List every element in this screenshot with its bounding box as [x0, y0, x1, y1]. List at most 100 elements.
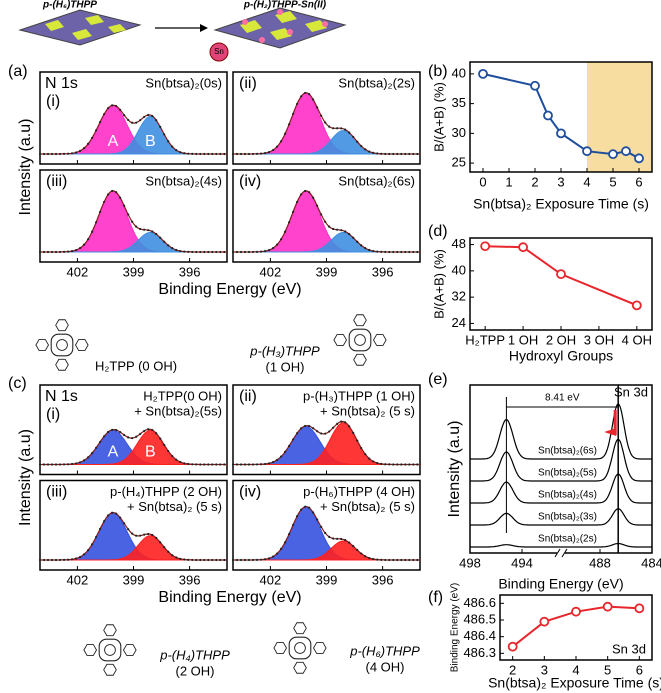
data-dot	[352, 236, 355, 239]
data-dot	[203, 558, 206, 562]
data-dot	[376, 558, 379, 561]
data-dot	[344, 421, 347, 424]
data-dot	[263, 250, 267, 253]
data-dot	[107, 107, 110, 110]
panel-tag: (i)	[46, 406, 60, 423]
data-dot	[247, 463, 251, 466]
edge-label: Sn 3d	[614, 384, 648, 399]
data-dot	[259, 463, 263, 466]
data-dot	[187, 558, 190, 561]
data-dot	[296, 200, 299, 204]
data-dot	[336, 422, 339, 425]
data-dot	[239, 558, 243, 562]
y-tick-label: 40	[452, 65, 466, 80]
data-dot	[388, 152, 391, 156]
data-dot	[167, 550, 170, 553]
tile	[85, 15, 104, 25]
data-dot	[352, 431, 355, 435]
data-dot	[58, 250, 62, 254]
x-tick-label: 399	[316, 572, 338, 587]
data-dot	[408, 250, 411, 254]
peak-fill	[233, 506, 420, 561]
data-dot	[155, 232, 158, 236]
data-dot	[167, 244, 170, 247]
data-dot	[199, 152, 202, 156]
data-dot	[412, 558, 415, 562]
data-dot	[263, 152, 267, 155]
data-dot	[275, 458, 279, 462]
data-dot	[167, 140, 170, 143]
data-point	[543, 110, 553, 121]
data-dot	[380, 558, 383, 561]
data-dot	[416, 463, 419, 466]
data-point	[518, 242, 528, 253]
data-dot	[78, 246, 82, 250]
data-dot	[135, 534, 138, 537]
data-dot	[388, 558, 391, 562]
x-tick-label: 396	[372, 572, 394, 587]
data-dot	[324, 121, 327, 124]
data-dot	[211, 558, 214, 562]
data-dot	[376, 250, 379, 253]
data-dot	[332, 426, 335, 429]
data-dot	[131, 121, 134, 124]
data-point	[634, 153, 644, 164]
data-dot	[42, 250, 46, 254]
data-dot	[86, 549, 90, 552]
data-dot	[66, 463, 70, 466]
phenyl	[74, 339, 89, 351]
data-dot	[304, 505, 307, 508]
data-dot	[235, 152, 239, 156]
data-dot	[111, 428, 114, 431]
before-label: p-(H₆)THPP	[42, 0, 97, 11]
data-dot	[223, 558, 226, 562]
structure-note: (1 OH)	[266, 359, 305, 374]
data-dot	[292, 210, 295, 213]
peak-fill	[40, 429, 227, 465]
data-dot	[107, 193, 110, 196]
data-dot	[78, 461, 82, 464]
data-dot	[400, 152, 403, 156]
data-dot	[400, 463, 403, 466]
data-dot	[416, 558, 419, 562]
spectrum	[470, 508, 652, 526]
data-dot	[247, 250, 251, 254]
data-dot	[90, 230, 94, 233]
data-dot	[388, 463, 391, 466]
tile	[45, 20, 64, 31]
data-dot	[163, 546, 166, 549]
data-dot	[99, 527, 102, 531]
data-dot	[412, 152, 415, 156]
data-dot	[243, 250, 247, 254]
data-dot	[78, 149, 82, 152]
phenyl	[83, 644, 98, 656]
data-dot	[171, 145, 174, 148]
sn-atom-label: Sn	[214, 47, 224, 56]
data-dot	[312, 196, 315, 199]
y-tick-label: 30	[452, 125, 466, 140]
data-dot	[396, 463, 399, 466]
data-dot	[195, 250, 198, 254]
panel-letter: (a)	[8, 63, 28, 80]
data-dot	[179, 249, 182, 253]
data-dot	[231, 463, 235, 466]
data-dot	[135, 121, 138, 124]
y-axis-label: Intensity (a.u)	[17, 119, 34, 216]
data-dot	[62, 558, 66, 561]
data-dot	[74, 151, 78, 154]
data-dot	[356, 140, 359, 143]
x-axis-label: Sn(btsa)₂ Exposure Time (s)	[488, 675, 661, 691]
data-dot	[211, 463, 214, 466]
data-dot	[316, 430, 319, 433]
data-dot	[131, 436, 134, 440]
panel-annotation: + Sn(btsa)₂(5s)	[134, 403, 222, 418]
data-dot	[50, 558, 54, 562]
data-dot	[340, 420, 343, 423]
phenyl	[103, 624, 117, 637]
data-dot	[400, 250, 403, 254]
after-label: p-(H₂)THPP-Sn(II)	[243, 0, 327, 11]
data-dot	[42, 152, 46, 156]
data-dot	[368, 150, 371, 153]
y-axis-label: B/(A+B) (%)	[431, 249, 446, 319]
data-dot	[95, 129, 98, 132]
